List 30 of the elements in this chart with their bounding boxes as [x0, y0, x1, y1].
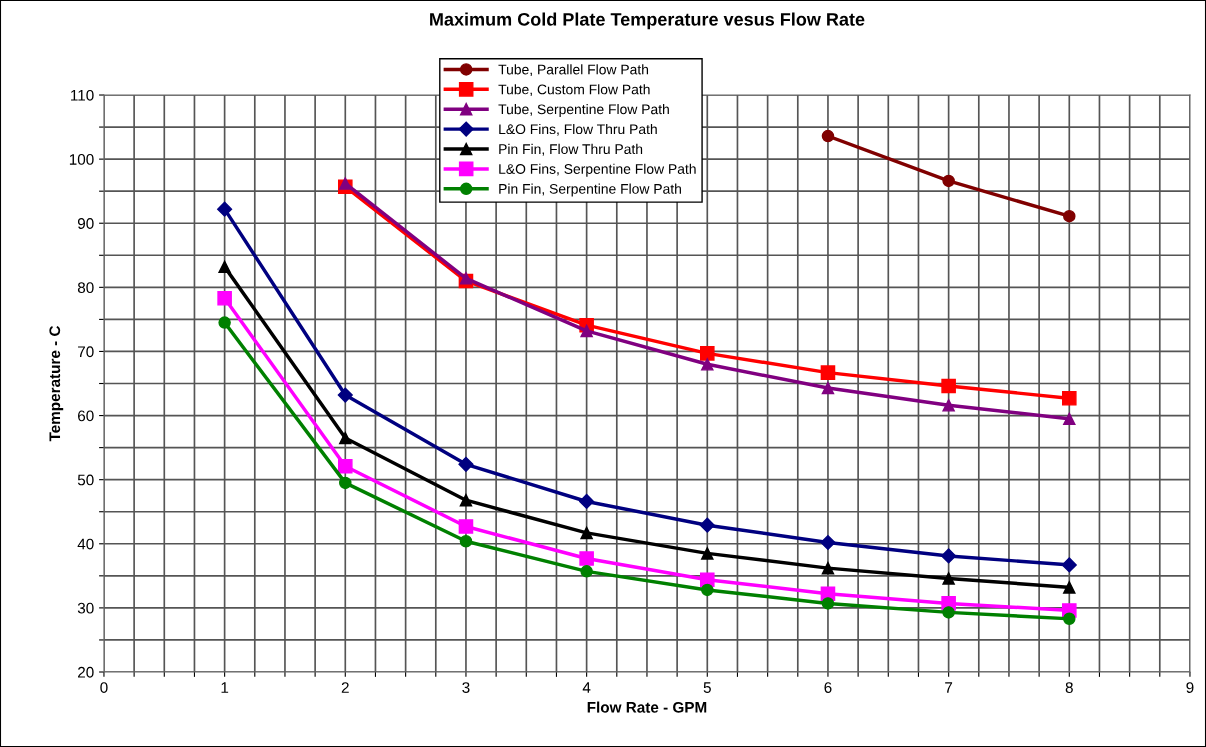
y-axis-title: Temperature - C: [49, 325, 64, 442]
x-tick-label: 6: [824, 682, 832, 693]
legend-label: Pin Fin, Flow Thru Path: [499, 143, 643, 156]
y-tick-label: 70: [78, 346, 94, 358]
y-tick-label: 80: [77, 282, 94, 294]
x-tick-label: 0: [100, 682, 108, 693]
y-tick-label: 90: [77, 218, 94, 229]
y-tick-label: 100: [69, 154, 94, 165]
x-axis-title: Flow Rate - GPM: [587, 701, 707, 713]
legend-label: Tube, Custom Flow Path: [498, 84, 650, 96]
x-tick-label: 9: [1186, 682, 1194, 693]
x-tick-label: 8: [1065, 682, 1073, 693]
y-tick-label: 30: [77, 602, 94, 614]
y-tick-label: 20: [78, 666, 94, 678]
x-tick-label: 7: [945, 682, 953, 693]
y-tick-label: 110: [71, 89, 94, 101]
y-tick-label: 40: [77, 538, 94, 550]
legend-label: Tube, Serpentine Flow Path: [498, 104, 669, 117]
y-tick-label: 60: [78, 410, 94, 422]
chart-title: Maximum Cold Plate Temperature vesus Flow Rate: [430, 12, 865, 30]
x-tick-label: 3: [462, 682, 470, 693]
legend-label: L&O Fins, Flow Thru Path: [499, 123, 657, 136]
x-tick-label: 1: [221, 682, 229, 693]
legend-label: L&O Fins, Serpentine Flow Path: [499, 163, 696, 177]
x-tick-label: 2: [341, 682, 349, 693]
y-tick-label: 50: [77, 474, 94, 486]
x-tick-label: 5: [703, 682, 711, 693]
legend-label: Tube, Parallel Flow Path: [498, 64, 649, 77]
x-tick-label: 4: [582, 682, 591, 693]
legend-label: Pin Fin, Serpentine Flow Path: [499, 183, 681, 197]
